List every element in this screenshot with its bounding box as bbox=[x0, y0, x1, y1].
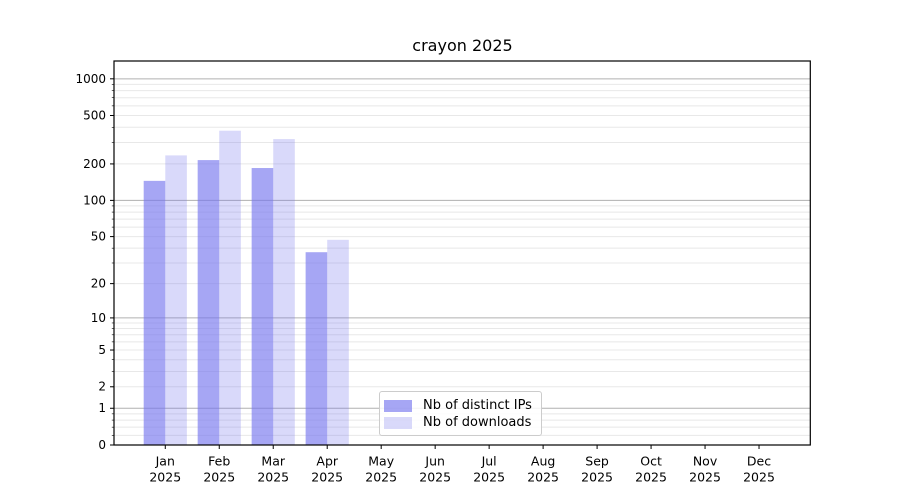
y-tick-label: 2 bbox=[98, 380, 106, 394]
x-tick-label-year: 2025 bbox=[743, 470, 775, 485]
x-tick-label-month: Jun bbox=[424, 454, 445, 469]
x-tick-label-year: 2025 bbox=[203, 470, 235, 485]
x-tick-label-month: Nov bbox=[693, 454, 718, 469]
x-tick-label-month: Apr bbox=[316, 454, 338, 469]
x-tick-label-year: 2025 bbox=[635, 470, 667, 485]
bar-downloads bbox=[219, 130, 241, 445]
x-tick-label-year: 2025 bbox=[257, 470, 289, 485]
y-tick-label: 10 bbox=[91, 311, 106, 325]
legend-swatch-downloads-icon bbox=[384, 416, 412, 429]
plot-border bbox=[113, 60, 811, 446]
bar-distinct-ips bbox=[251, 168, 274, 445]
legend: Nb of distinct IPs Nb of downloads bbox=[379, 391, 542, 436]
x-tick-label-year: 2025 bbox=[581, 470, 613, 485]
x-tick-label-month: Jul bbox=[481, 454, 497, 469]
x-tick-label-month: Aug bbox=[531, 454, 555, 469]
x-tick-label-year: 2025 bbox=[527, 470, 559, 485]
y-tick-label: 100 bbox=[83, 193, 106, 207]
x-tick-label-month: Sep bbox=[585, 454, 609, 469]
chart-title: crayon 2025 bbox=[412, 36, 513, 55]
x-tick-label-month: May bbox=[368, 454, 394, 469]
y-tick-label: 500 bbox=[83, 108, 106, 122]
x-tick-label-year: 2025 bbox=[311, 470, 343, 485]
bar-distinct-ips bbox=[197, 160, 220, 446]
x-tick-label-month: Dec bbox=[747, 454, 771, 469]
legend-label-distinct-ips: Nb of distinct IPs bbox=[423, 398, 532, 413]
x-tick-label-year: 2025 bbox=[689, 470, 721, 485]
x-tick-label-month: Oct bbox=[640, 454, 662, 469]
x-tick-label-year: 2025 bbox=[419, 470, 451, 485]
x-tick-label-year: 2025 bbox=[149, 470, 181, 485]
y-tick-label: 0 bbox=[98, 438, 106, 452]
x-tick-label-month: Jan bbox=[155, 454, 175, 469]
legend-item-downloads: Nb of downloads bbox=[384, 415, 533, 430]
bar-distinct-ips bbox=[305, 252, 328, 445]
bar-distinct-ips bbox=[143, 180, 166, 446]
y-tick-label: 1 bbox=[98, 401, 106, 415]
legend-label-downloads: Nb of downloads bbox=[423, 415, 532, 430]
bar-downloads bbox=[165, 155, 187, 445]
bar-downloads bbox=[327, 239, 349, 445]
y-tick-label: 20 bbox=[91, 277, 106, 291]
y-tick-label: 5 bbox=[98, 343, 106, 357]
x-tick-label-year: 2025 bbox=[365, 470, 397, 485]
legend-swatch-distinct-ips-icon bbox=[384, 399, 412, 412]
y-tick-label: 50 bbox=[91, 230, 106, 244]
x-tick-label-month: Feb bbox=[208, 454, 230, 469]
legend-item-distinct-ips: Nb of distinct IPs bbox=[384, 398, 533, 413]
x-tick-label-year: 2025 bbox=[473, 470, 505, 485]
x-tick-label-month: Mar bbox=[261, 454, 285, 469]
y-tick-label: 200 bbox=[83, 157, 106, 171]
bar-downloads bbox=[273, 139, 295, 446]
y-tick-label: 1000 bbox=[75, 72, 106, 86]
